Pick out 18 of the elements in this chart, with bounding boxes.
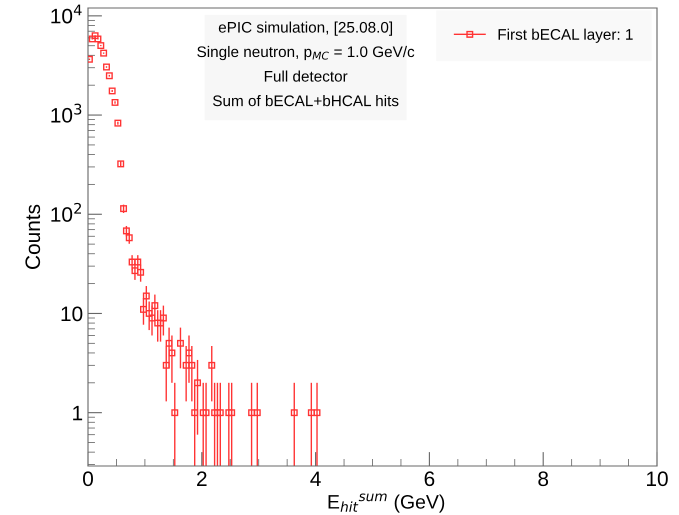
x-tick-label: 0: [83, 471, 93, 486]
x-tick-label: 8: [538, 471, 548, 486]
y-tick-label: 1: [73, 406, 82, 420]
annotation: Sum of bECAL+bHCAL hits: [213, 95, 398, 106]
y-tick-label: 10$^{4}$: [51, 4, 82, 24]
y-tick-label: 10$^{2}$: [51, 202, 81, 222]
legend-label: First bECAL layer: 1: [498, 28, 633, 43]
annotation: Full detector: [264, 70, 348, 82]
y-axis-title: Counts: [25, 204, 40, 269]
annotation: Single neutron, p$_{MC}$ = 1.0 GeV/c: [197, 46, 414, 60]
x-tick-label: 2: [197, 471, 207, 486]
x-tick-label: 10: [647, 471, 668, 486]
x-axis-title: E$_{hit}$$^{sum}$ (GeV): [328, 493, 444, 513]
x-tick-label: 6: [424, 471, 434, 486]
y-tick-label: 10: [62, 306, 82, 322]
annotation: ePIC simulation, [25.08.0]: [218, 21, 392, 36]
x-tick-label: 4: [310, 472, 321, 486]
y-tick-label: 10$^{3}$: [51, 104, 82, 123]
